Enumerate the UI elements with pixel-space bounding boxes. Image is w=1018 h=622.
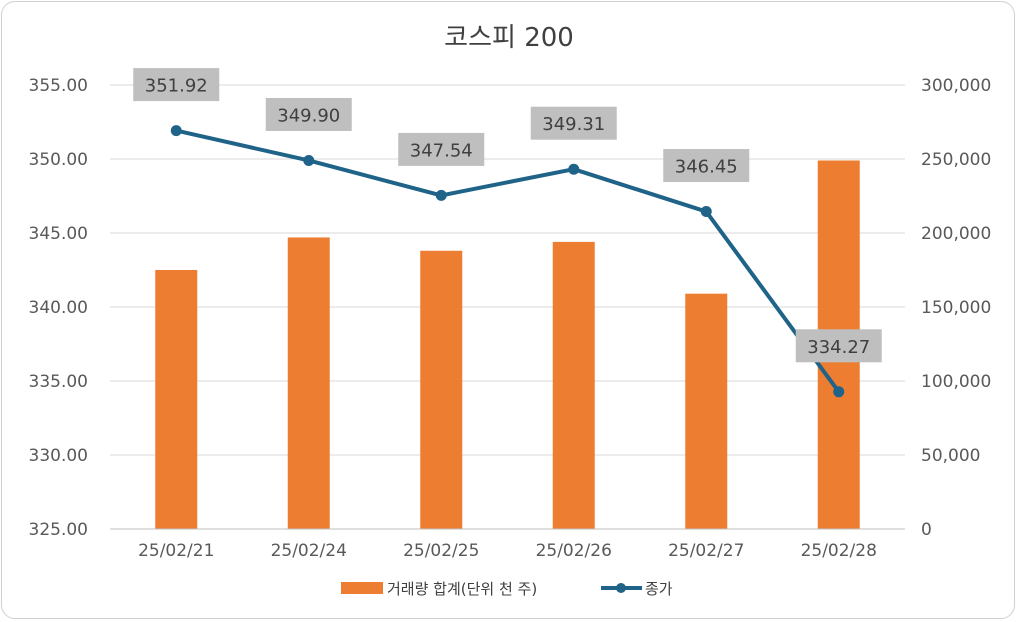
data-label-box — [398, 132, 485, 166]
data-label: 347.54 — [410, 140, 473, 161]
close-line: 351.92 349.90 347.54 349.31 346.45 334.27 — [133, 68, 882, 398]
volume-bar — [420, 250, 463, 529]
grid-lines — [110, 84, 905, 530]
category-label: 25/02/28 — [801, 541, 877, 561]
legend-line-label: 종가 — [645, 580, 673, 598]
category-label: 25/02/26 — [536, 541, 612, 561]
category-label: 25/02/21 — [138, 541, 214, 561]
data-label: 351.92 — [145, 76, 208, 97]
close-point — [700, 206, 712, 218]
left-tick-label: 335.00 — [29, 372, 88, 392]
category-label: 25/02/24 — [271, 541, 347, 561]
left-tick-label: 350.00 — [29, 150, 88, 170]
close-point — [303, 154, 315, 166]
left-tick-label: 330.00 — [29, 446, 88, 466]
data-label-box — [265, 97, 352, 131]
data-label-box — [133, 68, 220, 102]
close-point — [170, 125, 182, 137]
category-label: 25/02/27 — [668, 541, 744, 561]
data-label: 349.90 — [277, 105, 340, 126]
data-label: 334.27 — [807, 337, 870, 358]
close-polyline — [175, 128, 841, 393]
legend: 거래량 합계(단위 천 주) 종가 — [341, 580, 673, 598]
left-tick-label: 340.00 — [29, 298, 88, 318]
left-tick-label: 325.00 — [29, 520, 88, 540]
data-label-box — [795, 329, 882, 363]
data-label: 349.31 — [542, 114, 605, 135]
left-tick-label: 345.00 — [29, 224, 88, 244]
right-tick-label: 0 — [921, 520, 932, 540]
volume-bar — [552, 241, 595, 529]
right-tick-label: 250,000 — [921, 150, 991, 170]
legend-bar-label: 거래량 합계(단위 천 주) — [387, 580, 537, 598]
right-tick-label: 50,000 — [921, 446, 980, 466]
data-label: 346.45 — [675, 157, 738, 178]
volume-bar — [155, 270, 198, 529]
category-axis: 25/02/21 25/02/24 25/02/25 25/02/26 25/02/27… — [110, 528, 905, 561]
data-label-box — [530, 106, 617, 140]
data-label-box — [663, 149, 750, 183]
volume-bar — [685, 293, 728, 529]
close-point — [568, 163, 580, 175]
right-tick-label: 200,000 — [921, 224, 991, 244]
chart-title: 코스피 200 — [444, 23, 574, 53]
category-label: 25/02/25 — [403, 541, 479, 561]
legend-line-marker — [616, 583, 626, 593]
left-tick-label: 355.00 — [29, 76, 88, 96]
close-point — [435, 189, 447, 201]
volume-bar — [287, 237, 330, 529]
right-tick-label: 100,000 — [921, 372, 991, 392]
right-tick-label: 300,000 — [921, 76, 991, 96]
volume-bars — [155, 160, 860, 530]
right-tick-label: 150,000 — [921, 298, 991, 318]
close-point — [833, 386, 845, 398]
right-axis: 0 50,000 100,000 150,000 200,000 250,000 300,0… — [921, 76, 991, 540]
left-axis: 325.00 330.00 335.00 340.00 345.00 350.00 355.… — [29, 76, 88, 540]
legend-bar-swatch — [341, 582, 383, 594]
